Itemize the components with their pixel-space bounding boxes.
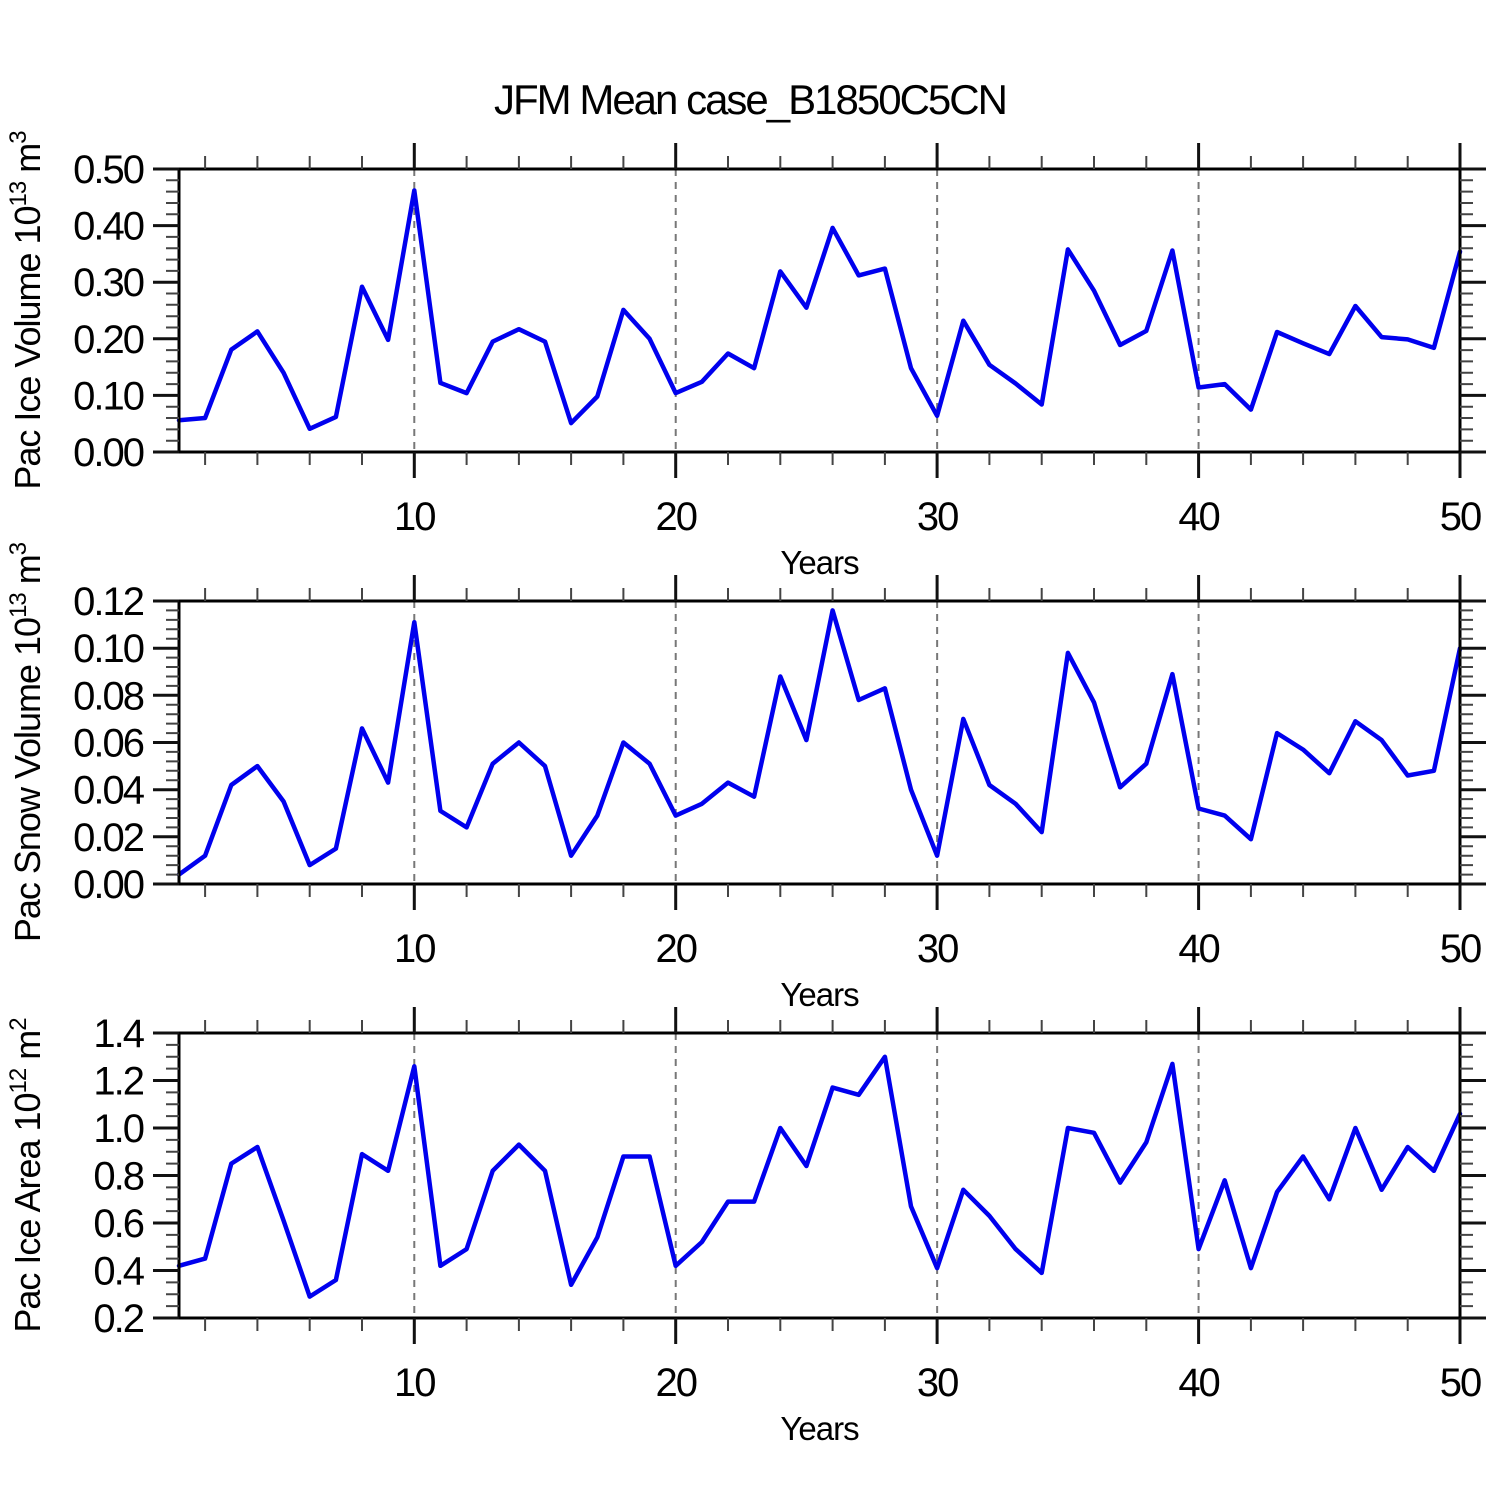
y-tick-label: 0.02 — [73, 816, 144, 860]
y-tick-label: 0.06 — [73, 722, 144, 766]
y-tick-label: 1.0 — [93, 1107, 143, 1151]
y-tick-label: 1.4 — [93, 1012, 144, 1056]
y-tick-label: 0.30 — [73, 261, 144, 305]
x-tick-label: 30 — [917, 1361, 958, 1405]
x-tick-label: 20 — [655, 1361, 696, 1405]
x-tick-label: 40 — [1178, 495, 1219, 539]
y-tick-label: 0.08 — [73, 674, 144, 718]
y-tick-label: 0.00 — [73, 431, 144, 475]
y-tick-label: 0.6 — [93, 1202, 143, 1246]
x-tick-label: 20 — [655, 495, 696, 539]
major-ticks — [153, 575, 1486, 910]
x-tick-label: 10 — [394, 1361, 435, 1405]
x-axis-label: Years — [780, 544, 859, 581]
y-tick-label: 0.50 — [73, 148, 144, 192]
x-tick-label: 20 — [655, 927, 696, 971]
y-tick-label: 0.10 — [73, 374, 144, 418]
x-tick-label: 50 — [1440, 927, 1481, 971]
chart-title: JFM Mean case_B1850C5CN — [494, 76, 1008, 123]
x-tick-label: 10 — [394, 927, 435, 971]
x-tick-label: 40 — [1178, 927, 1219, 971]
data-line-pac-ice-area — [176, 1054, 1463, 1299]
panel-pac-snow-volume: 0.000.020.040.060.080.100.12 10 20 30 40 50 Ye… — [5, 542, 1486, 1013]
panel-pac-ice-area: 0.20.40.60.81.01.21.4 10 20 30 40 50 Years Pac … — [5, 1007, 1486, 1447]
y-axis-label: Pac Snow Volume 1013 m3 — [5, 542, 48, 942]
plot-box — [177, 1031, 1462, 1320]
y-axis-label: Pac Ice Volume 1013 m3 — [5, 131, 48, 490]
y-tick-label: 0.12 — [73, 580, 144, 624]
plot-box — [177, 167, 1462, 454]
data-line-pac-ice-volume — [176, 188, 1463, 432]
x-tick-label: 50 — [1440, 495, 1481, 539]
x-tick-label: 50 — [1440, 1361, 1481, 1405]
x-tick-label: 30 — [917, 495, 958, 539]
minor-ticks — [166, 1020, 1473, 1331]
x-tick-label: 30 — [917, 927, 958, 971]
y-tick-label: 0.2 — [93, 1297, 143, 1341]
x-tick-label: 10 — [394, 495, 435, 539]
y-tick-label: 1.2 — [93, 1060, 143, 1104]
major-ticks — [153, 1007, 1486, 1344]
x-tick-label: 40 — [1178, 1361, 1219, 1405]
data-line-pac-snow-volume — [176, 608, 1463, 877]
x-axis-label: Years — [780, 1410, 859, 1447]
major-ticks — [153, 143, 1486, 478]
y-tick-label: 0.40 — [73, 205, 144, 249]
x-axis-label: Years — [780, 976, 859, 1013]
y-tick-label: 0.4 — [93, 1250, 144, 1294]
y-tick-label: 0.04 — [73, 769, 145, 813]
y-tick-label: 0.8 — [93, 1155, 143, 1199]
y-axis-label: Pac Ice Area 1012 m2 — [5, 1018, 48, 1333]
minor-ticks — [166, 156, 1473, 465]
y-tick-label: 0.10 — [73, 627, 144, 671]
y-tick-label: 0.00 — [73, 863, 144, 907]
y-tick-label: 0.20 — [73, 318, 144, 362]
panel-pac-ice-volume: 0.00 0.10 0.20 0.30 0.40 0.50 10 20 30 40 50 Years P… — [5, 131, 1486, 581]
minor-ticks — [166, 588, 1473, 897]
